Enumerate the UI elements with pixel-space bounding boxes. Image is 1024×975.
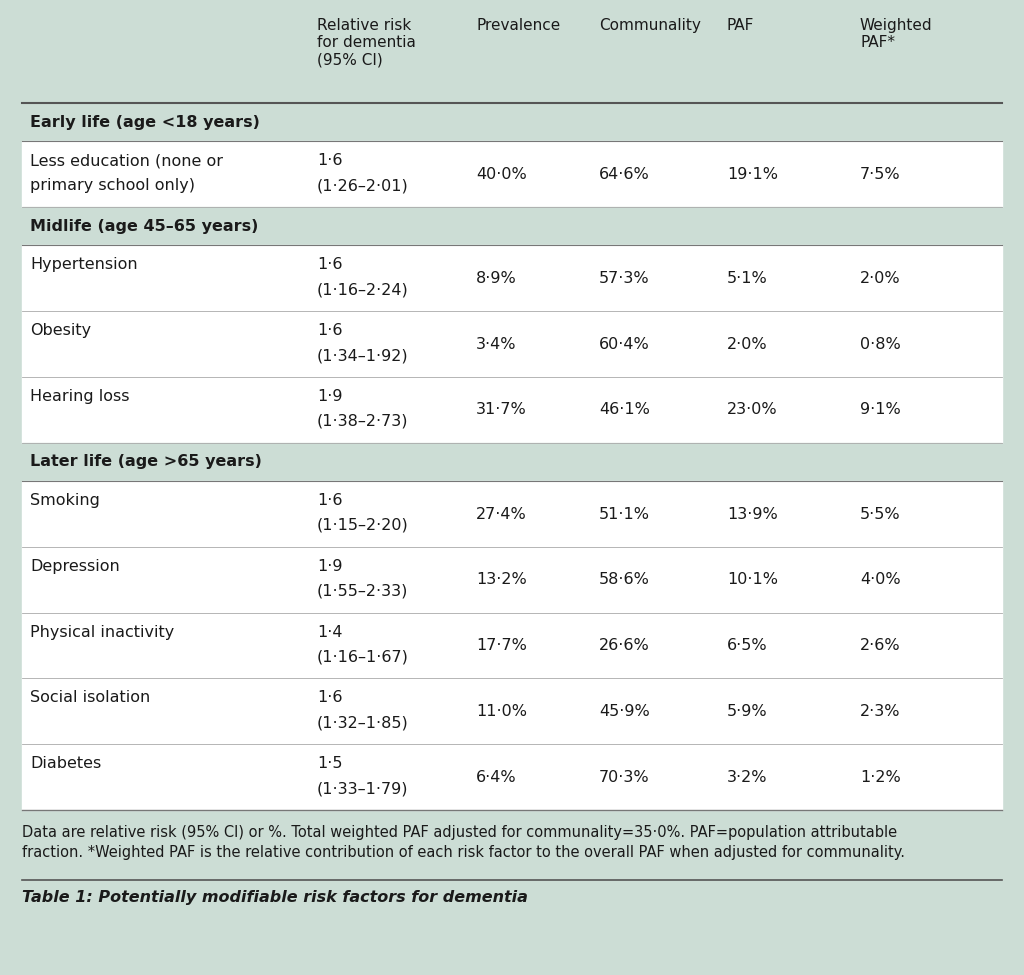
- Text: 60·4%: 60·4%: [599, 336, 650, 352]
- Text: 13·2%: 13·2%: [476, 572, 526, 587]
- Text: PAF: PAF: [727, 18, 755, 33]
- Text: Obesity: Obesity: [30, 323, 91, 338]
- Text: (1·16–2·24): (1·16–2·24): [317, 283, 409, 297]
- Text: 4·0%: 4·0%: [860, 572, 901, 587]
- Text: 1·9: 1·9: [317, 389, 342, 404]
- Text: Hearing loss: Hearing loss: [30, 389, 129, 404]
- Text: 5·9%: 5·9%: [727, 704, 768, 719]
- Text: 46·1%: 46·1%: [599, 403, 650, 417]
- Text: 6·4%: 6·4%: [476, 769, 517, 785]
- Text: Less education (none or: Less education (none or: [30, 153, 223, 169]
- Text: 0·8%: 0·8%: [860, 336, 901, 352]
- Text: 7·5%: 7·5%: [860, 167, 901, 181]
- Text: Table 1: Potentially modifiable risk factors for dementia: Table 1: Potentially modifiable risk fac…: [22, 890, 528, 905]
- Bar: [22, 679, 1002, 744]
- Text: fraction. *Weighted PAF is the relative contribution of each risk factor to the : fraction. *Weighted PAF is the relative …: [22, 845, 905, 860]
- Text: 13·9%: 13·9%: [727, 507, 778, 522]
- Text: 1·5: 1·5: [317, 756, 342, 771]
- Text: (1·55–2·33): (1·55–2·33): [317, 584, 409, 599]
- Text: 64·6%: 64·6%: [599, 167, 650, 181]
- Bar: [22, 744, 1002, 810]
- Text: (1·33–1·79): (1·33–1·79): [317, 781, 409, 796]
- Bar: [22, 103, 1002, 141]
- Text: 31·7%: 31·7%: [476, 403, 526, 417]
- Text: 1·6: 1·6: [317, 153, 342, 169]
- Text: 40·0%: 40·0%: [476, 167, 526, 181]
- Bar: [22, 207, 1002, 246]
- Text: (1·38–2·73): (1·38–2·73): [317, 413, 409, 429]
- Text: 1·6: 1·6: [317, 493, 342, 508]
- Bar: [22, 311, 1002, 377]
- Bar: [22, 443, 1002, 482]
- Text: 3·4%: 3·4%: [476, 336, 516, 352]
- Text: 2·0%: 2·0%: [727, 336, 768, 352]
- Text: 1·2%: 1·2%: [860, 769, 901, 785]
- Text: (1·26–2·01): (1·26–2·01): [317, 178, 409, 193]
- Text: Hypertension: Hypertension: [30, 257, 137, 272]
- Text: Midlife (age 45–65 years): Midlife (age 45–65 years): [30, 218, 258, 234]
- Text: 1·4: 1·4: [317, 625, 342, 640]
- Text: Data are relative risk (95% CI) or %. Total weighted PAF adjusted for communalit: Data are relative risk (95% CI) or %. To…: [22, 825, 897, 840]
- Text: (1·15–2·20): (1·15–2·20): [317, 518, 409, 533]
- Bar: [22, 482, 1002, 547]
- Text: 1·6: 1·6: [317, 690, 342, 705]
- Text: 58·6%: 58·6%: [599, 572, 650, 587]
- Text: (1·16–1·67): (1·16–1·67): [317, 649, 409, 665]
- Text: 3·2%: 3·2%: [727, 769, 768, 785]
- Text: 9·1%: 9·1%: [860, 403, 901, 417]
- Text: 2·0%: 2·0%: [860, 271, 901, 286]
- Text: (1·32–1·85): (1·32–1·85): [317, 716, 409, 730]
- Text: 26·6%: 26·6%: [599, 638, 650, 653]
- Text: Smoking: Smoking: [30, 493, 100, 508]
- Text: primary school only): primary school only): [30, 178, 195, 193]
- Text: Physical inactivity: Physical inactivity: [30, 625, 174, 640]
- Text: 2·3%: 2·3%: [860, 704, 900, 719]
- Bar: [22, 377, 1002, 443]
- Text: Social isolation: Social isolation: [30, 690, 151, 705]
- Text: Diabetes: Diabetes: [30, 756, 101, 771]
- Text: 70·3%: 70·3%: [599, 769, 649, 785]
- Text: Weighted
PAF*: Weighted PAF*: [860, 18, 933, 51]
- Text: Early life (age <18 years): Early life (age <18 years): [30, 115, 260, 130]
- Text: 1·9: 1·9: [317, 559, 342, 573]
- Bar: [22, 8, 1002, 103]
- Bar: [22, 246, 1002, 311]
- Text: 23·0%: 23·0%: [727, 403, 777, 417]
- Bar: [22, 141, 1002, 207]
- Text: (1·34–1·92): (1·34–1·92): [317, 348, 409, 363]
- Text: 5·5%: 5·5%: [860, 507, 901, 522]
- Text: 51·1%: 51·1%: [599, 507, 650, 522]
- Text: 8·9%: 8·9%: [476, 271, 517, 286]
- Text: Communality: Communality: [599, 18, 700, 33]
- Text: 10·1%: 10·1%: [727, 572, 778, 587]
- Text: 17·7%: 17·7%: [476, 638, 527, 653]
- Text: 1·6: 1·6: [317, 323, 342, 338]
- Bar: [22, 547, 1002, 612]
- Text: 27·4%: 27·4%: [476, 507, 526, 522]
- Text: 2·6%: 2·6%: [860, 638, 901, 653]
- Text: 19·1%: 19·1%: [727, 167, 778, 181]
- Text: 5·1%: 5·1%: [727, 271, 768, 286]
- Text: 57·3%: 57·3%: [599, 271, 649, 286]
- Text: 6·5%: 6·5%: [727, 638, 768, 653]
- Text: 45·9%: 45·9%: [599, 704, 650, 719]
- Text: 1·6: 1·6: [317, 257, 342, 272]
- Bar: [22, 612, 1002, 679]
- Text: Prevalence: Prevalence: [476, 18, 560, 33]
- Text: Later life (age >65 years): Later life (age >65 years): [30, 454, 262, 470]
- Text: Relative risk
for dementia
(95% CI): Relative risk for dementia (95% CI): [317, 18, 416, 68]
- Text: Depression: Depression: [30, 559, 120, 573]
- Text: 11·0%: 11·0%: [476, 704, 527, 719]
